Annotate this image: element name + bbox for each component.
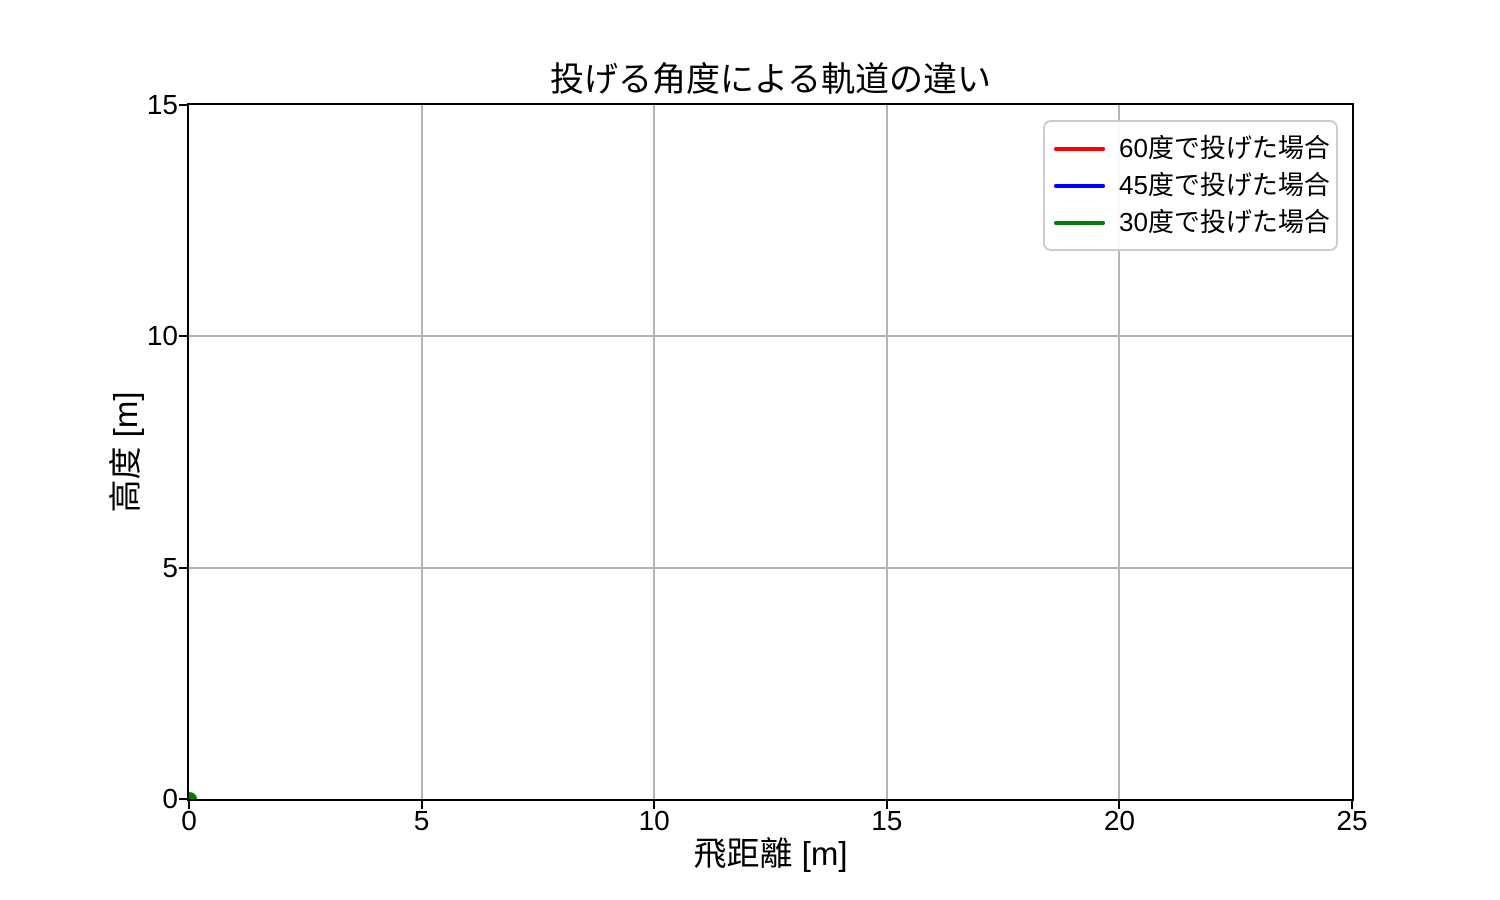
y-tick-mark-15 <box>179 104 187 106</box>
legend-line-sample-2 <box>1054 220 1105 225</box>
x-tick-label-0: 0 <box>181 805 197 836</box>
y-tick-label-15: 15 <box>146 89 178 120</box>
x-axis-label: 飛距離 [m] <box>693 835 848 872</box>
y-tick-mark-5 <box>179 566 187 569</box>
gridline-y-5 <box>189 566 1352 569</box>
x-tick-mark-0 <box>188 801 190 809</box>
x-tick-mark-25 <box>1351 801 1353 809</box>
x-tick-label-20: 20 <box>1103 805 1135 836</box>
x-tick-label-5: 5 <box>413 805 430 836</box>
x-tick-label-15: 15 <box>871 805 903 836</box>
legend-entry-2: 30度で投げた場合 <box>1054 204 1330 241</box>
gridline-y-10 <box>189 335 1352 338</box>
gridline-x-10 <box>653 105 656 799</box>
legend-entry-label-0: 60度で投げた場合 <box>1119 133 1330 163</box>
gridline-x-5 <box>420 105 423 799</box>
y-tick-label-10: 10 <box>146 320 178 352</box>
legend-line-sample-1 <box>1054 183 1105 188</box>
x-tick-mark-20 <box>1118 801 1121 809</box>
y-tick-label-0: 0 <box>162 783 178 814</box>
x-tick-label-25: 25 <box>1336 805 1368 836</box>
legend-entry-0: 60度で投げた場合 <box>1054 130 1330 167</box>
legend-entry-1: 45度で投げた場合 <box>1054 167 1330 204</box>
chart-title: 投げる角度による軌道の違い <box>550 61 991 99</box>
trajectory-arc-origin <box>189 792 197 799</box>
legend-line-sample-0 <box>1054 146 1105 151</box>
y-tick-mark-0 <box>179 798 187 800</box>
x-tick-mark-10 <box>653 801 656 809</box>
x-tick-mark-15 <box>885 801 888 809</box>
legend-entry-label-1: 45度で投げた場合 <box>1119 170 1330 200</box>
gridline-x-15 <box>885 105 888 799</box>
legend-entry-label-2: 30度で投げた場合 <box>1119 207 1330 237</box>
y-tick-mark-10 <box>179 335 187 338</box>
x-tick-label-10: 10 <box>638 805 670 836</box>
gridline-x-20 <box>1118 105 1121 799</box>
x-tick-mark-5 <box>420 801 423 809</box>
legend: 60度で投げた場合 45度で投げた場合 30度で投げた場合 <box>1043 120 1338 251</box>
y-tick-label-5: 5 <box>162 551 178 583</box>
